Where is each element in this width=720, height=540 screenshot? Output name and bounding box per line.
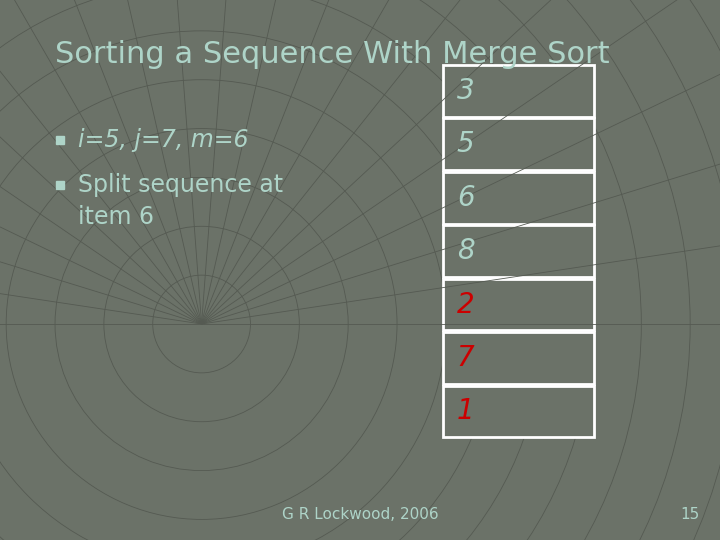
Bar: [443, 279, 594, 330]
Bar: [443, 225, 594, 277]
Text: Sorting a Sequence With Merge Sort: Sorting a Sequence With Merge Sort: [55, 40, 610, 69]
Text: item 6: item 6: [78, 205, 154, 229]
Text: 5: 5: [456, 130, 474, 158]
Text: 6: 6: [456, 184, 474, 212]
Text: 1: 1: [456, 397, 474, 426]
Text: i=5, j=7, m=6: i=5, j=7, m=6: [78, 128, 248, 152]
Bar: [443, 65, 594, 117]
Text: 15: 15: [680, 507, 700, 522]
Text: 3: 3: [456, 77, 474, 105]
Bar: [443, 332, 594, 384]
Text: 7: 7: [456, 344, 474, 372]
Bar: [443, 118, 594, 170]
Text: 8: 8: [456, 237, 474, 265]
Text: G R Lockwood, 2006: G R Lockwood, 2006: [282, 507, 438, 522]
Text: Split sequence at: Split sequence at: [78, 173, 283, 197]
Bar: [443, 172, 594, 224]
Bar: [443, 386, 594, 437]
Text: 2: 2: [456, 291, 474, 319]
